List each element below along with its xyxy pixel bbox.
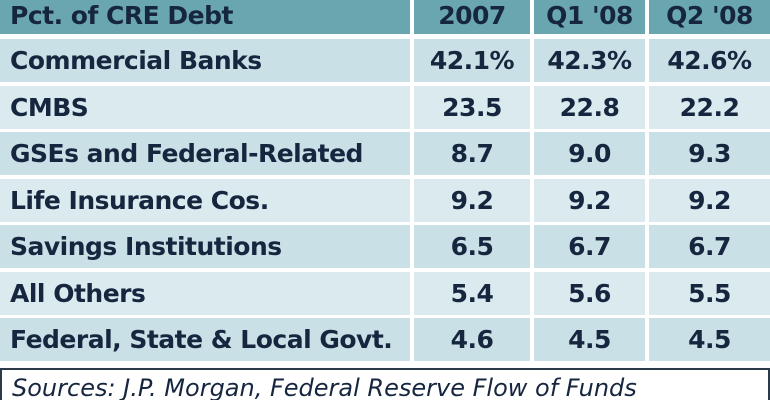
value-cell: Q2 '08	[645, 0, 770, 34]
value-cell: 5.6	[530, 271, 645, 315]
value-cell: 4.6	[410, 318, 530, 361]
value-cell: 6.7	[645, 225, 770, 268]
value-cell: 23.5	[410, 85, 530, 129]
label-cell: Life Insurance Cos.	[0, 178, 410, 222]
value-cell: 9.0	[530, 132, 645, 175]
label-cell: Pct. of CRE Debt	[0, 0, 410, 34]
data-row: All Others 5.4 5.6 5.5	[0, 271, 770, 315]
value-cell: 22.2	[645, 85, 770, 129]
data-row: Life Insurance Cos. 9.2 9.2 9.2	[0, 178, 770, 222]
label-cell: GSEs and Federal-Related	[0, 132, 410, 175]
data-row: Commercial Banks 42.1% 42.3% 42.6%	[0, 39, 770, 82]
label-cell: Commercial Banks	[0, 39, 410, 82]
value-cell: 9.3	[645, 132, 770, 175]
value-cell: 9.2	[645, 178, 770, 222]
value-cell: 4.5	[645, 318, 770, 361]
data-row: GSEs and Federal-Related 8.7 9.0 9.3	[0, 132, 770, 175]
value-cell: Q1 '08	[530, 0, 645, 34]
value-cell: 5.4	[410, 271, 530, 315]
value-cell: 4.5	[530, 318, 645, 361]
source-note: Sources: J.P. Morgan, Federal Reserve Fl…	[0, 368, 770, 400]
data-row: CMBS 23.5 22.8 22.2	[0, 85, 770, 129]
value-cell: 6.5	[410, 225, 530, 268]
data-row: Federal, State & Local Govt. 4.6 4.5 4.5	[0, 318, 770, 361]
header-row: Pct. of CRE Debt 2007 Q1 '08 Q2 '08	[0, 0, 770, 34]
label-cell: All Others	[0, 271, 410, 315]
value-cell: 5.5	[645, 271, 770, 315]
label-cell: Savings Institutions	[0, 225, 410, 268]
value-cell: 8.7	[410, 132, 530, 175]
value-cell: 9.2	[410, 178, 530, 222]
value-cell: 9.2	[530, 178, 645, 222]
value-cell: 22.8	[530, 85, 645, 129]
value-cell: 42.3%	[530, 39, 645, 82]
value-cell: 42.1%	[410, 39, 530, 82]
value-cell: 2007	[410, 0, 530, 34]
label-cell: Federal, State & Local Govt.	[0, 318, 410, 361]
value-cell: 42.6%	[645, 39, 770, 82]
value-cell: 6.7	[530, 225, 645, 268]
label-cell: CMBS	[0, 85, 410, 129]
data-row: Savings Institutions 6.5 6.7 6.7	[0, 225, 770, 268]
